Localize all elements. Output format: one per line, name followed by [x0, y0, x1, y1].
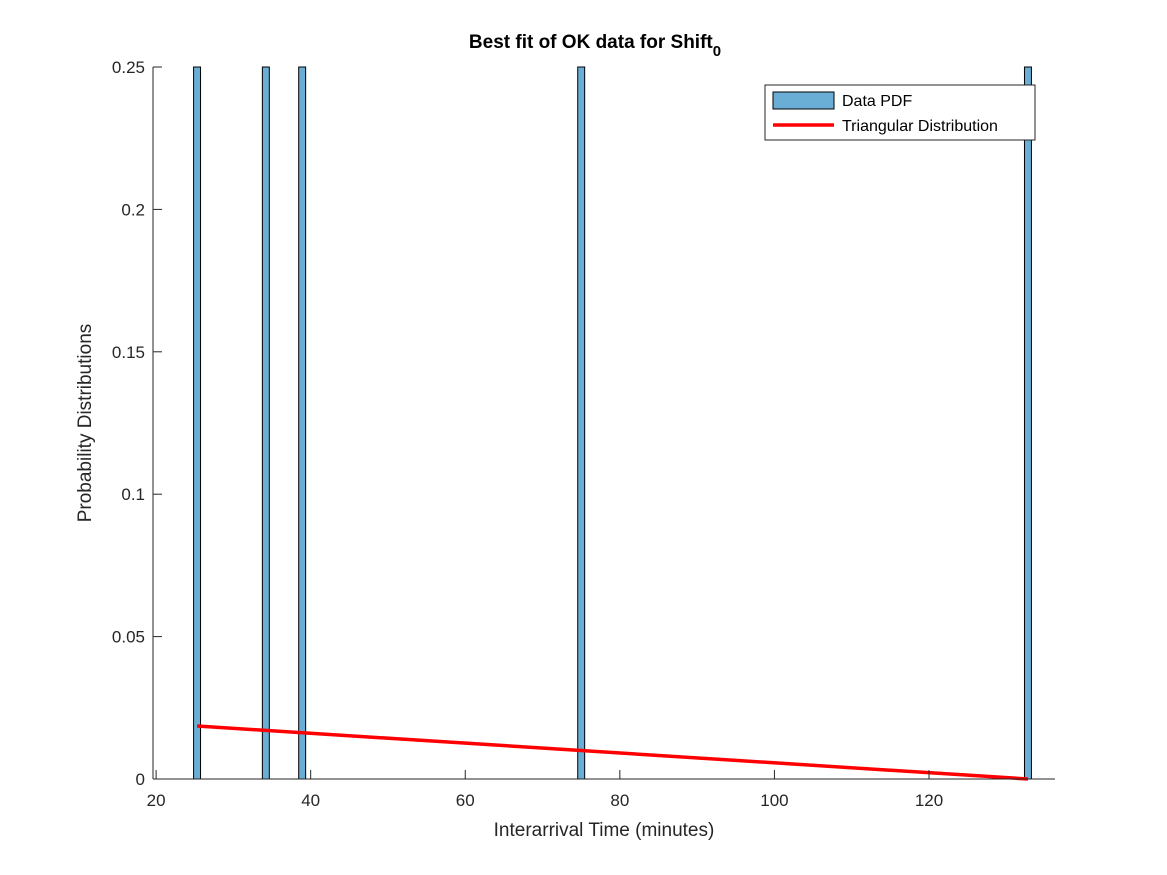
y-tick-label-4: 0.2 — [121, 200, 145, 219]
bar-1 — [261, 66, 270, 780]
legend: Data PDF Triangular Distribution — [764, 84, 1036, 141]
legend-label-data-pdf: Data PDF — [842, 93, 912, 110]
x-tick-label-1: 40 — [301, 791, 320, 810]
y-axis-label: Probability Distributions — [75, 324, 96, 523]
axes: 20 40 60 80 100 120 0 0.05 0.1 0.15 0.2 0.25 — [112, 58, 1055, 810]
bar-3 — [577, 66, 586, 780]
x-tick-label-2: 60 — [456, 791, 475, 810]
y-tick-label-1: 0.05 — [112, 628, 145, 647]
triangular-distribution-line — [196, 724, 1029, 781]
x-tick-label-5: 120 — [915, 791, 943, 810]
y-tick-label-2: 0.1 — [121, 485, 145, 504]
x-tick-label-4: 100 — [760, 791, 788, 810]
bar-4 — [1023, 66, 1032, 780]
chart-title-main: Best fit of OK data for Shift — [469, 32, 714, 53]
x-tick-label-0: 20 — [147, 791, 166, 810]
x-axis-label: Interarrival Time (minutes) — [494, 820, 715, 841]
legend-label-triangular: Triangular Distribution — [842, 118, 998, 135]
legend-bar-swatch — [772, 91, 835, 110]
chart-title: Best fit of OK data for Shift0 — [469, 32, 721, 60]
x-tick-label-3: 80 — [610, 791, 629, 810]
chart-title-subscript: 0 — [713, 43, 721, 60]
y-tick-label-0: 0 — [136, 770, 145, 789]
y-tick-label-5: 0.25 — [112, 58, 145, 77]
y-tick-label-3: 0.15 — [112, 343, 145, 362]
bar-0 — [193, 66, 202, 780]
bar-2 — [298, 66, 307, 780]
